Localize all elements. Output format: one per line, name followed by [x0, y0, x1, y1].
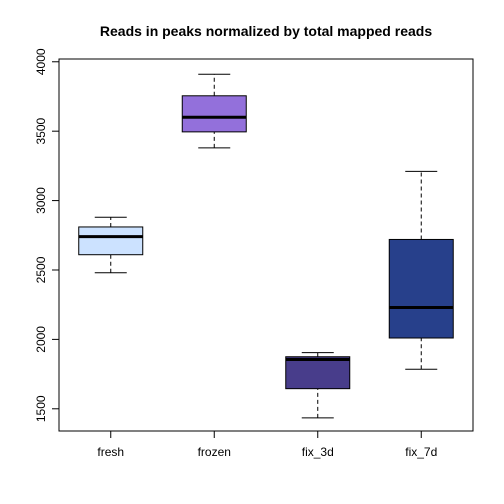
y-tick-label: 2000 — [34, 326, 48, 353]
iqr-box — [388, 238, 454, 339]
box-frozen — [181, 73, 247, 149]
y-tick-label: 2500 — [34, 256, 48, 283]
y-axis: 1500 2000 2500 3000 3500 4000 — [34, 48, 60, 422]
y-tick-label: 3000 — [34, 187, 48, 214]
boxes-layer — [78, 73, 454, 419]
x-tick-label: fix_3d — [302, 445, 334, 459]
box-fresh — [78, 216, 144, 274]
box-fix_7d — [388, 170, 454, 370]
x-tick-label: fix_7d — [405, 445, 437, 459]
y-tick-label: 3500 — [34, 118, 48, 145]
iqr-box — [181, 95, 247, 133]
y-tick-label: 4000 — [34, 48, 48, 75]
box-fix_3d — [285, 352, 351, 419]
chart-title: Reads in peaks normalized by total mappe… — [100, 23, 432, 39]
x-tick-label: fresh — [97, 445, 124, 459]
iqr-box — [285, 356, 351, 390]
x-axis: fresh frozen fix_3d fix_7d — [97, 430, 437, 459]
x-tick-label: frozen — [198, 445, 231, 459]
iqr-box — [78, 226, 144, 256]
y-tick-label: 1500 — [34, 395, 48, 422]
